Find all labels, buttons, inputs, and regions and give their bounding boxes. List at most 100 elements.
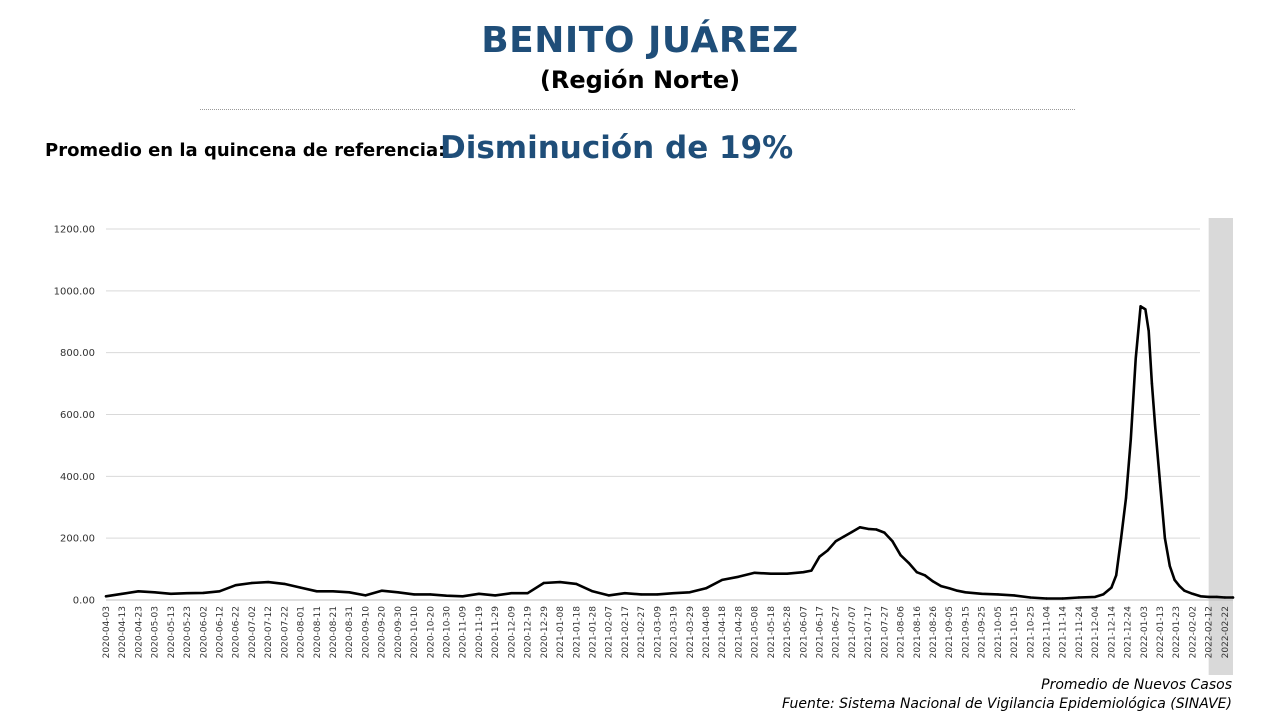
y-tick-label: 600.00: [60, 410, 95, 421]
data-point: [980, 592, 983, 595]
x-tick-label: 2020-07-22: [280, 606, 290, 658]
x-tick-label: 2020-06-22: [232, 606, 242, 658]
data-point: [891, 540, 894, 543]
x-tick-label: 2022-02-12: [1205, 606, 1215, 658]
data-point: [1163, 537, 1167, 540]
data-point: [267, 580, 270, 584]
x-tick-label: 2020-11-09: [459, 606, 469, 659]
source-caption: Fuente: Sistema Nacional de Vigilancia E…: [782, 696, 1232, 712]
data-point: [1231, 596, 1235, 599]
data-point: [964, 591, 967, 594]
y-tick-label: 400.00: [60, 472, 95, 483]
x-tick-label: 2021-10-05: [994, 606, 1004, 658]
data-point: [185, 592, 189, 595]
data-point: [234, 584, 237, 587]
reference-label: Promedio en la quincena de referencia:: [45, 140, 446, 161]
x-tick-label: 2021-06-27: [832, 606, 842, 658]
data-point: [1061, 597, 1064, 600]
data-point: [1045, 597, 1048, 600]
x-tick-label: 2021-03-19: [670, 606, 680, 659]
x-tick-label: 2021-10-15: [1010, 606, 1020, 658]
data-point: [250, 581, 254, 585]
data-point: [364, 594, 367, 597]
x-tick-label: 2021-05-08: [751, 606, 761, 659]
data-point: [1129, 438, 1133, 441]
data-point: [737, 575, 740, 578]
x-tick-label: 2020-04-13: [118, 606, 128, 658]
data-point: [526, 592, 529, 595]
x-tick-label: 2021-02-27: [637, 606, 647, 658]
data-point: [1150, 382, 1154, 385]
data-point: [639, 593, 643, 596]
data-point: [202, 591, 205, 595]
x-tick-label: 2020-08-01: [297, 606, 307, 658]
cases-line-chart: 0.00 200.00 400.00 600.00 800.00 1000.00 1200.…: [54, 218, 1235, 675]
data-point: [721, 578, 724, 582]
data-point: [883, 531, 886, 534]
data-point: [412, 593, 416, 596]
x-tick-label: 2021-08-06: [897, 606, 907, 659]
data-point: [1115, 574, 1118, 577]
data-point: [510, 592, 513, 595]
data-point: [1029, 596, 1032, 599]
x-tick-label: 2021-02-17: [621, 606, 631, 658]
y-tick-label: 0.00: [73, 596, 95, 607]
x-tick-label: 2020-09-10: [361, 606, 371, 659]
data-point: [331, 590, 335, 593]
data-point: [542, 581, 545, 585]
y-tick-label: 800.00: [60, 348, 95, 359]
x-tick-label: 2020-08-11: [313, 606, 323, 658]
x-tick-label: 2020-10-30: [443, 606, 453, 659]
data-point: [850, 530, 854, 534]
data-point: [380, 589, 383, 592]
x-tick-label: 2020-06-12: [216, 606, 226, 658]
data-point: [1147, 329, 1150, 333]
data-point: [299, 586, 302, 589]
data-point: [461, 595, 464, 598]
data-point: [1154, 425, 1157, 429]
data-point: [875, 528, 878, 531]
y-axis-ticks: 0.00 200.00 400.00 600.00 800.00 1000.00 1200.…: [54, 225, 95, 607]
data-point: [810, 569, 813, 572]
x-tick-label: 2021-11-14: [1059, 606, 1069, 659]
highlight-region: [1208, 218, 1233, 675]
x-axis-ticks: 2020-04-03 2020-04-13 2020-04-23 2020-05-03…: [102, 606, 1231, 659]
x-tick-label: 2020-12-19: [524, 606, 534, 659]
x-tick-label: 2020-12-29: [540, 606, 550, 659]
data-point: [842, 535, 845, 538]
data-point: [1134, 357, 1137, 360]
x-tick-label: 2021-08-26: [929, 606, 939, 659]
data-point: [826, 549, 829, 552]
x-tick-label: 2020-04-23: [134, 606, 144, 658]
x-tick-label: 2021-12-04: [1091, 606, 1101, 659]
data-point: [396, 591, 400, 594]
data-point: [931, 580, 935, 583]
data-point: [656, 593, 659, 596]
x-tick-label: 2021-09-15: [961, 606, 971, 658]
x-tick-label: 2021-02-07: [605, 606, 615, 658]
data-point: [956, 589, 959, 592]
data-point: [858, 526, 862, 529]
x-tick-label: 2020-07-02: [248, 606, 258, 658]
x-tick-label: 2020-08-31: [345, 606, 355, 658]
y-tick-label: 1000.00: [54, 286, 95, 297]
data-point: [1199, 595, 1202, 598]
x-tick-label: 2021-04-28: [734, 606, 744, 659]
x-tick-label: 2021-06-07: [799, 606, 809, 658]
data-point: [923, 574, 927, 577]
data-point: [1207, 595, 1210, 599]
data-point: [834, 540, 837, 543]
x-tick-label: 2022-02-22: [1221, 606, 1231, 658]
x-tick-label: 2021-09-05: [945, 606, 955, 658]
data-point: [1094, 595, 1097, 599]
series-line: [104, 305, 1235, 600]
data-point: [915, 571, 918, 574]
x-tick-label: 2021-07-27: [880, 606, 890, 658]
data-point: [1102, 593, 1105, 596]
data-point: [1012, 594, 1016, 597]
data-point: [494, 594, 497, 597]
x-tick-label: 2021-09-25: [978, 606, 988, 658]
y-tick-label: 200.00: [60, 534, 95, 545]
series-caption: Promedio de Nuevos Casos: [1041, 677, 1232, 693]
page-subtitle: (Región Norte): [539, 66, 741, 94]
